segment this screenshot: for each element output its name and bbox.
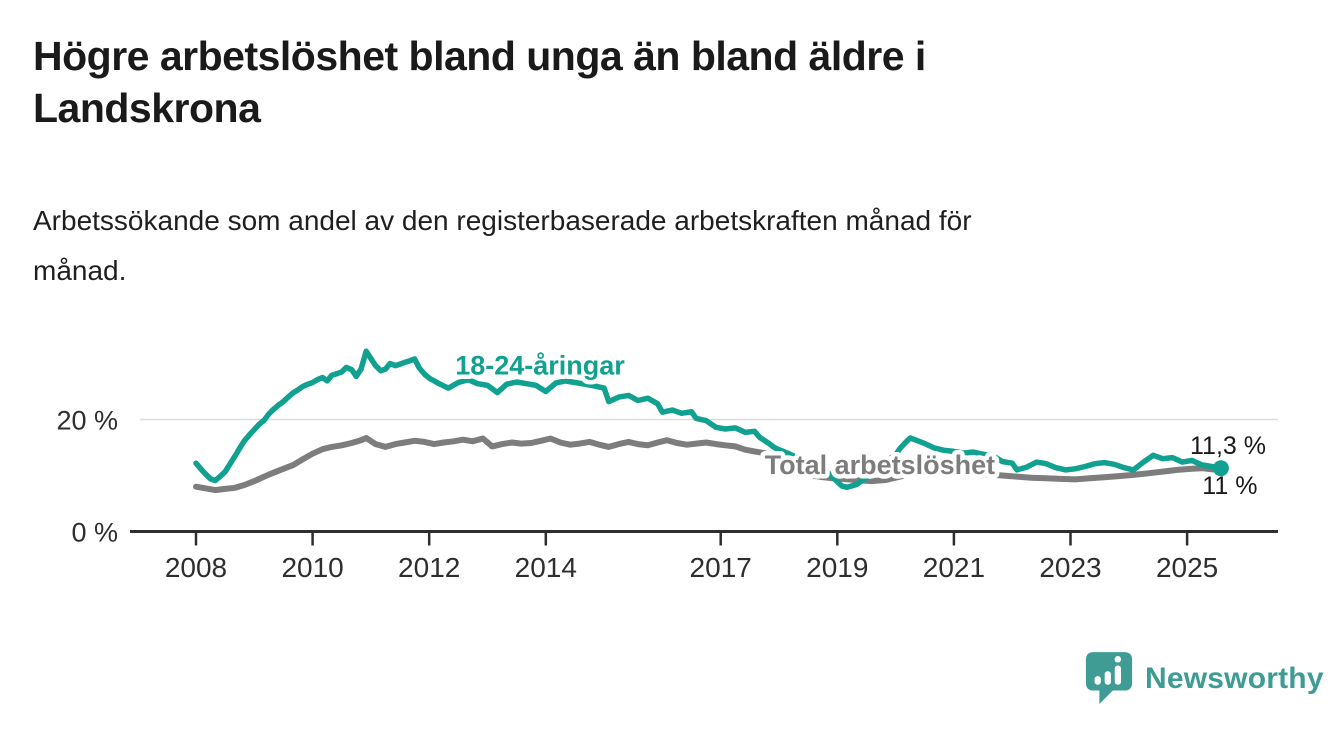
bar-small bbox=[1094, 676, 1101, 685]
total-line bbox=[193, 435, 1224, 494]
newsworthy-wordmark: Newsworthy bbox=[1145, 662, 1324, 695]
end-annotation-1: 11 % bbox=[1202, 472, 1257, 500]
page-title: Högre arbetslöshet bland unga än bland ä… bbox=[33, 30, 926, 134]
youth-line bbox=[193, 348, 1224, 491]
subtitle-line-2: månad. bbox=[33, 255, 127, 286]
newsworthy-logo: Newsworthy bbox=[1084, 650, 1324, 708]
x-tick-label-2008: 2008 bbox=[165, 552, 227, 583]
y-tick-label-0: 0 % bbox=[71, 518, 118, 548]
bar-medium bbox=[1104, 671, 1111, 685]
x-tick-label-2017: 2017 bbox=[690, 552, 752, 583]
chart-subtitle: Arbetssökande som andel av den registerb… bbox=[33, 196, 972, 296]
newsworthy-bubble-icon bbox=[1085, 652, 1133, 704]
x-tick-label-2025: 2025 bbox=[1156, 552, 1218, 583]
bar-tall bbox=[1114, 665, 1122, 685]
x-tick-label-2019: 2019 bbox=[806, 552, 868, 583]
youth-series-label: 18-24-åringar bbox=[455, 351, 625, 381]
x-tick-label-2014: 2014 bbox=[515, 552, 577, 583]
subtitle-line-1: Arbetssökande som andel av den registerb… bbox=[33, 205, 972, 236]
x-tick-label-2021: 2021 bbox=[923, 552, 985, 583]
title-line-2: Landskrona bbox=[33, 85, 261, 131]
x-tick-label-2023: 2023 bbox=[1039, 552, 1101, 583]
exclamation-dot bbox=[1114, 656, 1122, 663]
end-annotation-0: 11,3 % bbox=[1190, 432, 1266, 460]
y-tick-label-20: 20 % bbox=[56, 406, 118, 436]
x-tick-label-2010: 2010 bbox=[281, 552, 343, 583]
title-line-1: Högre arbetslöshet bland unga än bland ä… bbox=[33, 33, 926, 79]
latest-value-dot bbox=[1212, 460, 1229, 477]
total-series-label: Total arbetslöshet bbox=[765, 450, 996, 480]
x-tick-label-2012: 2012 bbox=[398, 552, 460, 583]
